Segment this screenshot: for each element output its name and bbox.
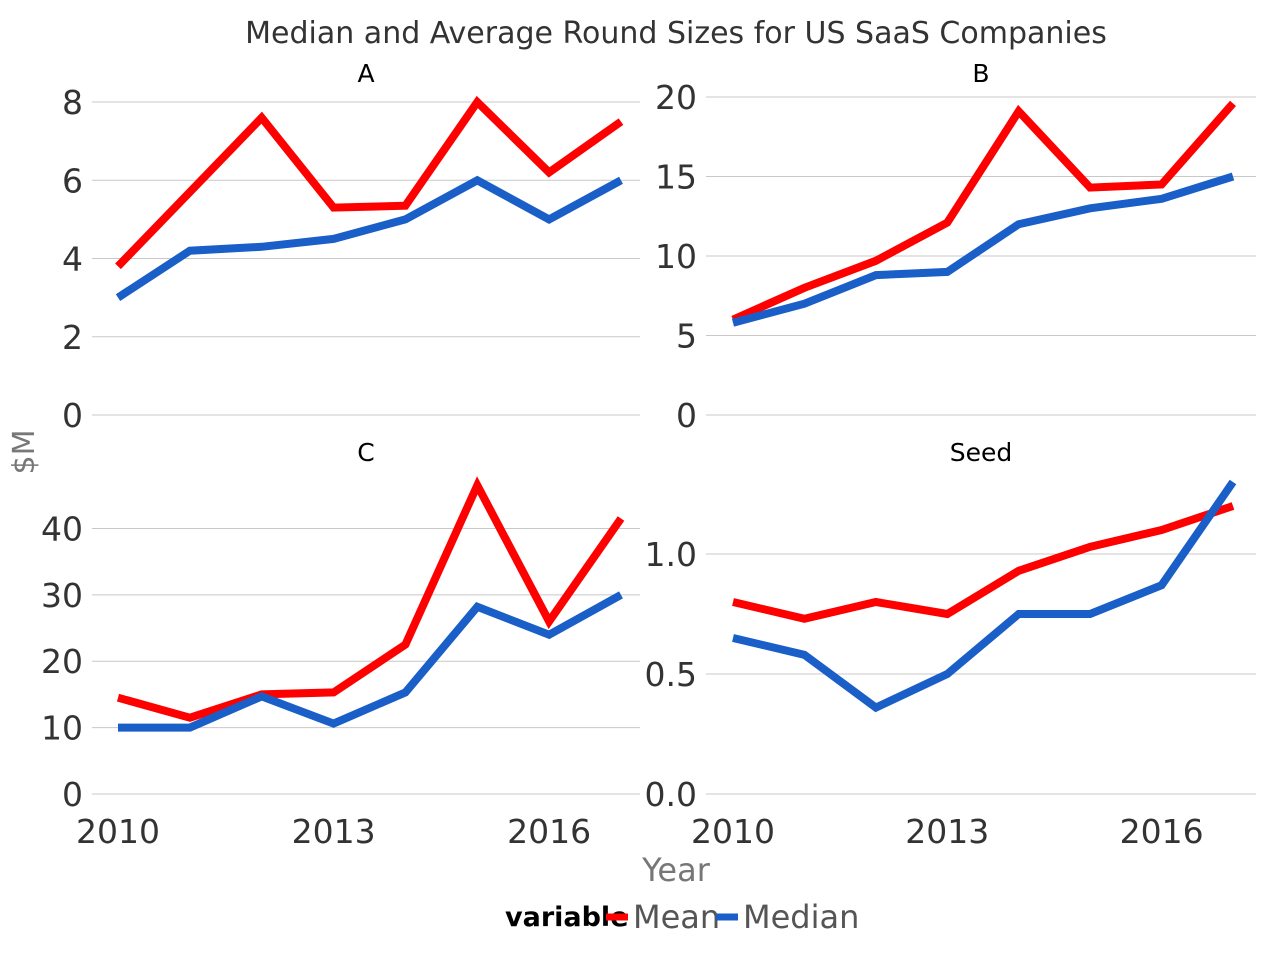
y-tick-label: 15 [655, 158, 697, 197]
panel-label: Seed [950, 438, 1013, 467]
chart-title: Median and Average Round Sizes for US Sa… [245, 16, 1107, 51]
y-tick-label: 40 [41, 509, 83, 548]
y-tick-label: 0.0 [645, 775, 697, 814]
panel-a: A 0 2 4 6 8 [62, 59, 640, 435]
y-tick-label: 20 [41, 642, 83, 681]
y-tick-label: 5 [676, 317, 697, 356]
y-tick-label: 10 [41, 709, 83, 748]
y-tick-label: 8 [62, 83, 83, 122]
panel-label: A [357, 59, 374, 88]
x-tick-label: 2016 [1120, 812, 1204, 851]
legend-label-mean: Mean [633, 898, 720, 936]
x-axis-title: Year [641, 851, 711, 889]
x-tick-label: 2010 [691, 812, 775, 851]
y-tick-label: 20 [655, 78, 697, 117]
y-tick-label: 2 [62, 318, 83, 357]
y-tick-label: 10 [655, 237, 697, 276]
y-tick-label: 30 [41, 576, 83, 615]
y-tick-label: 4 [62, 240, 83, 279]
series-line-median [732, 479, 1237, 713]
series-line-mean [732, 502, 1235, 623]
panel-seed: Seed 0.0 0.5 1.0 2010 2013 2016 [645, 438, 1256, 851]
y-tick-label: 0 [62, 775, 83, 814]
x-tick-label: 2016 [507, 812, 591, 851]
series-line-mean [116, 476, 625, 722]
y-tick-label: 1.0 [645, 535, 697, 574]
legend-label-median: Median [743, 898, 859, 936]
series-line-median [118, 591, 623, 732]
series-line-mean [115, 95, 624, 270]
x-tick-label: 2010 [76, 812, 160, 851]
x-tick-label: 2013 [905, 812, 989, 851]
panel-label: C [357, 438, 374, 467]
panel-label: B [972, 59, 989, 88]
panel-b: B 0 5 10 15 20 [655, 59, 1256, 435]
legend: variable Mean Median [505, 898, 859, 936]
panel-c: C 0 10 20 30 40 2010 2013 2016 [41, 438, 640, 851]
y-axis-title: $M [7, 430, 42, 475]
y-tick-label: 6 [62, 161, 83, 200]
y-tick-label: 0 [62, 396, 83, 435]
y-tick-label: 0 [676, 396, 697, 435]
y-tick-label: 0.5 [645, 655, 697, 694]
x-tick-label: 2013 [292, 812, 376, 851]
series-line-median [115, 175, 623, 301]
series-line-mean [731, 100, 1237, 324]
series-line-median [731, 172, 1235, 327]
